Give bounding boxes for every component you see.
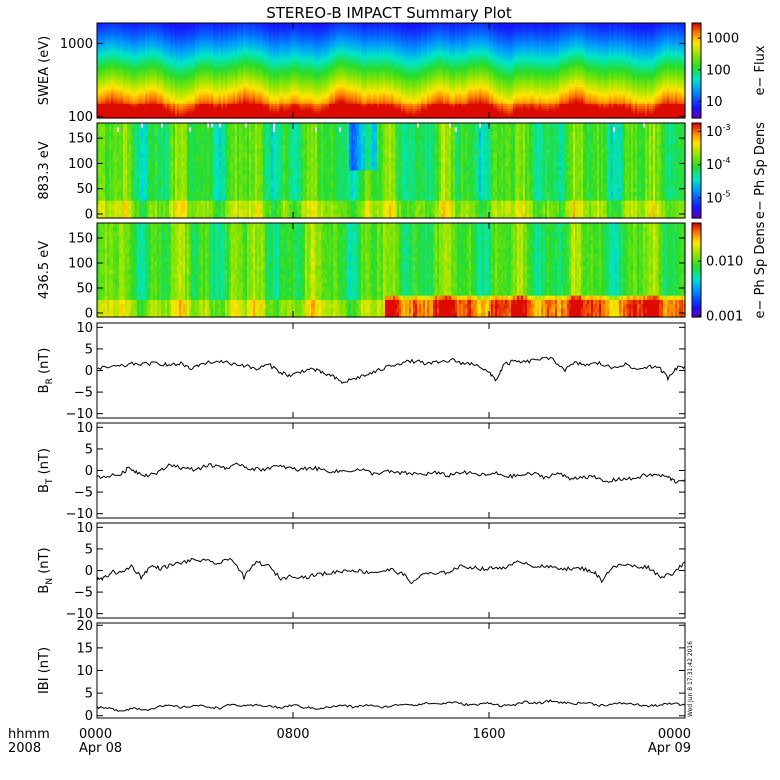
timestamp-label: Wed Jun 8 17:31:42 2016 xyxy=(687,641,694,717)
summary-plot-figure: STEREO-B IMPACT Summary Plot Wed Jun 8 1… xyxy=(0,0,780,780)
panel-swea-heatmap xyxy=(97,23,686,119)
plot-title: STEREO-B IMPACT Summary Plot xyxy=(266,4,512,22)
